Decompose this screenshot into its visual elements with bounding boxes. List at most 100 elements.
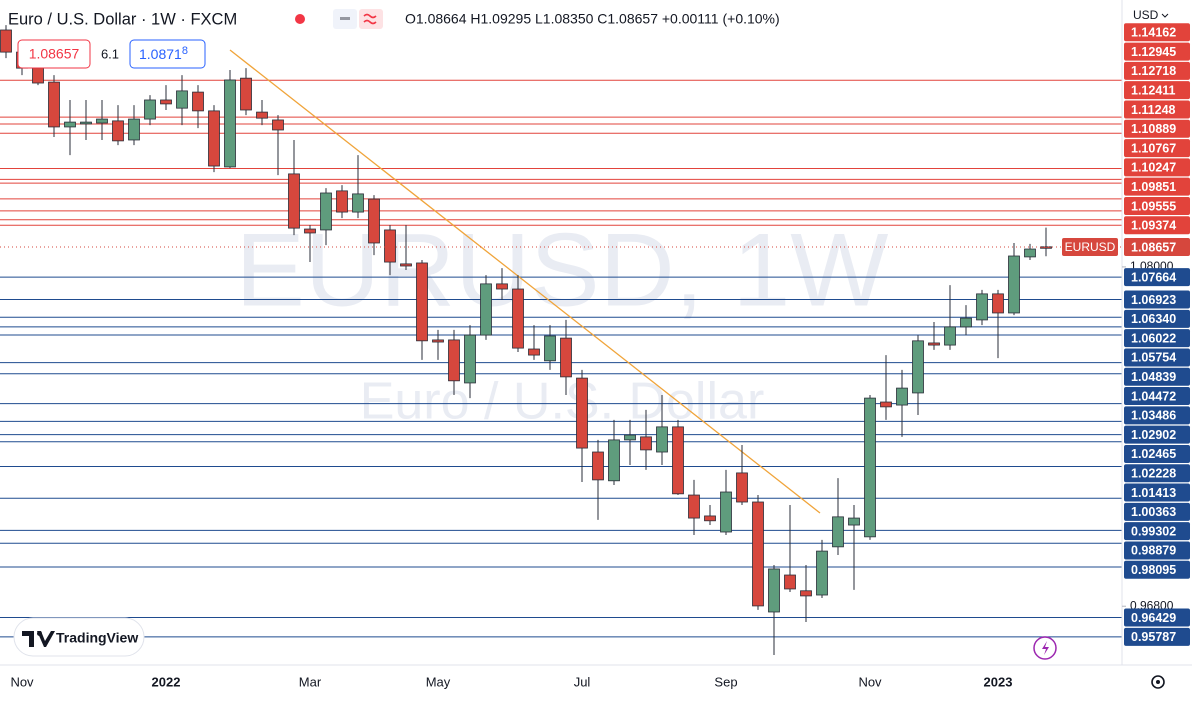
candle-body — [384, 229, 396, 263]
symbol-tag: EURUSD — [1065, 240, 1116, 254]
level-label: 1.06022 — [1131, 331, 1176, 345]
level-label-box — [1124, 387, 1190, 406]
level-label: 1.04839 — [1131, 370, 1176, 384]
candle-body — [288, 173, 300, 229]
candle-body — [64, 121, 76, 128]
candle-body — [768, 568, 780, 613]
level-label: 0.95787 — [1131, 630, 1176, 644]
x-tick-label: 2022 — [152, 674, 181, 689]
level-label: 1.02228 — [1131, 467, 1176, 481]
candle-body — [192, 91, 204, 112]
level-label-box — [1124, 158, 1190, 177]
candle-body — [864, 397, 876, 538]
candle-body — [528, 348, 540, 356]
candle-body — [48, 81, 60, 128]
x-tick-label: Nov — [10, 674, 34, 689]
level-label: 1.11248 — [1131, 103, 1176, 117]
last-price-box — [1124, 238, 1190, 257]
candle-body — [368, 198, 380, 244]
level-label-box — [1124, 23, 1190, 42]
level-label-box — [1124, 560, 1190, 579]
ask-price: 1.0871 — [139, 46, 182, 62]
icon — [363, 13, 377, 25]
candle-body — [512, 288, 524, 349]
candle-body — [1040, 246, 1052, 249]
bid: 1.08657 — [29, 46, 80, 62]
level-label-box — [1124, 216, 1190, 235]
candles — [0, 25, 1052, 656]
level-label: 0.96429 — [1131, 611, 1176, 625]
level-label: 0.99302 — [1131, 524, 1176, 538]
candle-body — [944, 326, 956, 346]
level-label: 1.07664 — [1131, 270, 1176, 284]
brand-name: TradingView — [56, 630, 138, 646]
candle-body — [880, 401, 892, 408]
candle-body — [752, 501, 764, 607]
level-label-box — [1124, 61, 1190, 80]
x-tick-label: Sep — [714, 674, 737, 689]
chart-title: Euro / U.S. Dollar · 1W · FXCM — [8, 10, 237, 28]
level-label-box — [1124, 367, 1190, 386]
candle-body — [352, 193, 364, 213]
last-price-label: 1.08657 — [1131, 240, 1176, 254]
level-label: 1.12718 — [1131, 64, 1176, 78]
candle-body — [400, 263, 412, 267]
currency[interactable]: USD — [1133, 8, 1159, 22]
level-label-box — [1124, 483, 1190, 502]
icon-button[interactable] — [359, 9, 383, 29]
ask-button[interactable] — [129, 39, 206, 69]
level-label-box — [1124, 464, 1190, 483]
chevron — [1161, 13, 1169, 18]
candle-body — [256, 111, 268, 119]
level-label-box — [1124, 348, 1190, 367]
level-label-box — [1124, 502, 1190, 521]
level-label-box — [1124, 329, 1190, 348]
candle-body — [464, 334, 476, 384]
level-label-box — [1124, 268, 1190, 287]
level-label: 1.10247 — [1131, 161, 1176, 175]
brand-logo — [22, 631, 55, 647]
x-tick-label: Mar — [299, 674, 322, 689]
level-label-box — [1124, 42, 1190, 61]
candle-body — [496, 283, 508, 290]
candle-body — [800, 590, 812, 597]
candle-body — [896, 387, 908, 406]
brand-badge[interactable] — [13, 617, 145, 657]
candle-body — [576, 377, 588, 449]
candle-body — [1024, 248, 1036, 258]
watermark-symbol: EURUSD, 1W — [236, 212, 889, 328]
candle-body — [832, 516, 844, 548]
level-label-box — [1124, 119, 1190, 138]
level-label-box — [1124, 196, 1190, 215]
candle-body — [112, 120, 124, 142]
candle-body — [1008, 255, 1020, 314]
candle-body — [176, 90, 188, 109]
level-label: 1.09555 — [1131, 199, 1176, 213]
level-label: 1.12411 — [1131, 83, 1176, 97]
level-label-box — [1124, 627, 1190, 646]
level-label: 1.02902 — [1131, 428, 1176, 442]
level-label-box — [1124, 177, 1190, 196]
bid-button[interactable] — [17, 39, 91, 69]
settings-icon[interactable] — [1151, 675, 1165, 689]
level-label-box — [1124, 100, 1190, 119]
x-tick-label: 2023 — [984, 674, 1013, 689]
level-label: 1.02465 — [1131, 447, 1176, 461]
level-label: 0.98095 — [1131, 563, 1176, 577]
level-label-box — [1124, 425, 1190, 444]
level-label: 1.04472 — [1131, 389, 1176, 403]
ohlc-legend: O1.08664 H1.09295 L1.08350 C1.08657 +0.0… — [405, 11, 780, 27]
spread: 6.1 — [101, 46, 119, 61]
candle-body — [224, 79, 236, 168]
level-label: 1.10767 — [1131, 141, 1176, 155]
candle-body — [144, 99, 156, 120]
candle-body — [816, 550, 828, 596]
levels — [0, 79, 1122, 638]
level-label: 1.03486 — [1131, 409, 1176, 423]
status-dot — [295, 14, 305, 24]
x-tick-label: Nov — [858, 674, 882, 689]
candle-body — [96, 118, 108, 124]
symbol-tag-box — [1062, 238, 1118, 257]
